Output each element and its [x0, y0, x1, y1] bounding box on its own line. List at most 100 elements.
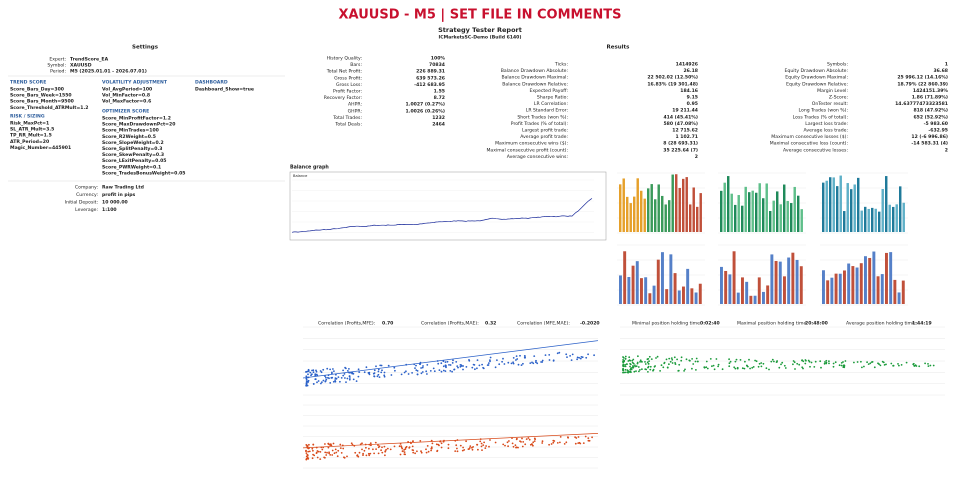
decoration: [346, 370, 349, 372]
decoration: [671, 174, 674, 232]
decoration: [825, 362, 828, 365]
decoration: [753, 295, 757, 304]
decoration: [524, 443, 527, 446]
decoration: [357, 368, 360, 371]
parameter: Score_TradesBonusWeight=0.05: [102, 170, 185, 176]
decoration: [696, 360, 699, 363]
decoration: [565, 353, 568, 356]
decoration: [321, 448, 324, 451]
parameter: Risk_MaxPct=1: [10, 121, 49, 127]
decoration: [316, 381, 318, 384]
decoration: [784, 367, 787, 369]
decoration: [591, 436, 593, 439]
decoration: [306, 445, 309, 448]
decoration: [473, 364, 476, 366]
decoration: [781, 361, 784, 364]
decoration: [411, 372, 413, 374]
decoration: [765, 367, 768, 370]
result-label: Largest loss trade:: [805, 121, 848, 127]
decoration: [829, 177, 832, 232]
decoration: [905, 361, 908, 364]
decoration: [430, 449, 432, 452]
decoration: [650, 184, 653, 232]
decoration: [327, 446, 330, 449]
result-label: Total Net Profit:: [326, 69, 363, 75]
decoration: [665, 358, 668, 361]
decoration: [337, 376, 340, 378]
decoration: [478, 364, 481, 367]
result-label: AHPR:: [348, 102, 362, 108]
decoration: [494, 441, 497, 444]
decoration: [333, 452, 336, 455]
decoration: [402, 450, 404, 453]
decoration: [918, 365, 921, 368]
decoration: [851, 266, 855, 304]
decoration: [324, 375, 326, 377]
decoration: [696, 206, 699, 232]
decoration: [307, 450, 310, 453]
decoration: [412, 449, 415, 452]
decoration: [828, 362, 830, 365]
decoration: [736, 367, 739, 370]
result-value: 2: [695, 154, 698, 160]
decoration: [929, 364, 932, 367]
decoration: [548, 359, 551, 361]
decoration: [809, 365, 811, 368]
decoration: [636, 362, 639, 365]
decoration: [368, 447, 370, 450]
decoration: [663, 362, 666, 365]
decoration: [780, 363, 782, 366]
decoration: [619, 184, 622, 232]
decoration: [462, 446, 464, 449]
parameter: Score_MaxDrawdownPct=20: [102, 122, 175, 128]
decoration: [830, 277, 834, 304]
decoration: [758, 362, 761, 365]
decoration: [625, 363, 628, 365]
parameter: Score_SlopeWeight=0.2: [102, 140, 164, 146]
field-label: Period:: [50, 69, 66, 75]
decoration: [451, 362, 454, 364]
stat-label: Maximal position holding time:: [737, 321, 808, 327]
result-value: 1.55: [434, 89, 445, 95]
decoration: [354, 451, 357, 454]
decoration: [850, 189, 853, 232]
decoration: [878, 211, 881, 232]
decoration: [315, 373, 318, 376]
decoration: [669, 254, 673, 304]
decoration: [889, 252, 893, 304]
decoration: [430, 446, 433, 449]
result-value: 639 573.26: [416, 75, 445, 81]
decoration: [384, 454, 386, 457]
field-value: TrendScore_EA: [70, 57, 109, 63]
decoration: [622, 178, 625, 232]
decoration: [682, 178, 685, 232]
decoration: [414, 452, 416, 455]
decoration: [440, 446, 443, 449]
decoration: [426, 364, 429, 366]
decoration: [913, 365, 916, 367]
decoration: [577, 436, 580, 438]
decoration: [511, 442, 514, 445]
decoration: [372, 448, 374, 451]
decoration: [864, 256, 867, 304]
decoration: [508, 440, 510, 442]
decoration: [535, 359, 537, 362]
decoration: [481, 449, 483, 451]
result-label: Total Trades:: [332, 115, 362, 121]
decoration: [522, 362, 524, 365]
result-value: 2: [945, 147, 948, 153]
decoration: [640, 360, 643, 363]
decoration: [447, 447, 450, 450]
stat-value: 0.70: [382, 321, 393, 327]
decoration: [404, 453, 406, 456]
decoration: [588, 439, 591, 442]
decoration: [319, 451, 322, 453]
decoration: [836, 186, 839, 232]
decoration: [541, 440, 544, 443]
decoration: [729, 360, 732, 363]
decoration: [378, 445, 381, 448]
decoration: [699, 193, 702, 232]
decoration: [856, 361, 859, 363]
result-label: Sharpe Ratio:: [537, 95, 569, 101]
decoration: [305, 371, 307, 373]
